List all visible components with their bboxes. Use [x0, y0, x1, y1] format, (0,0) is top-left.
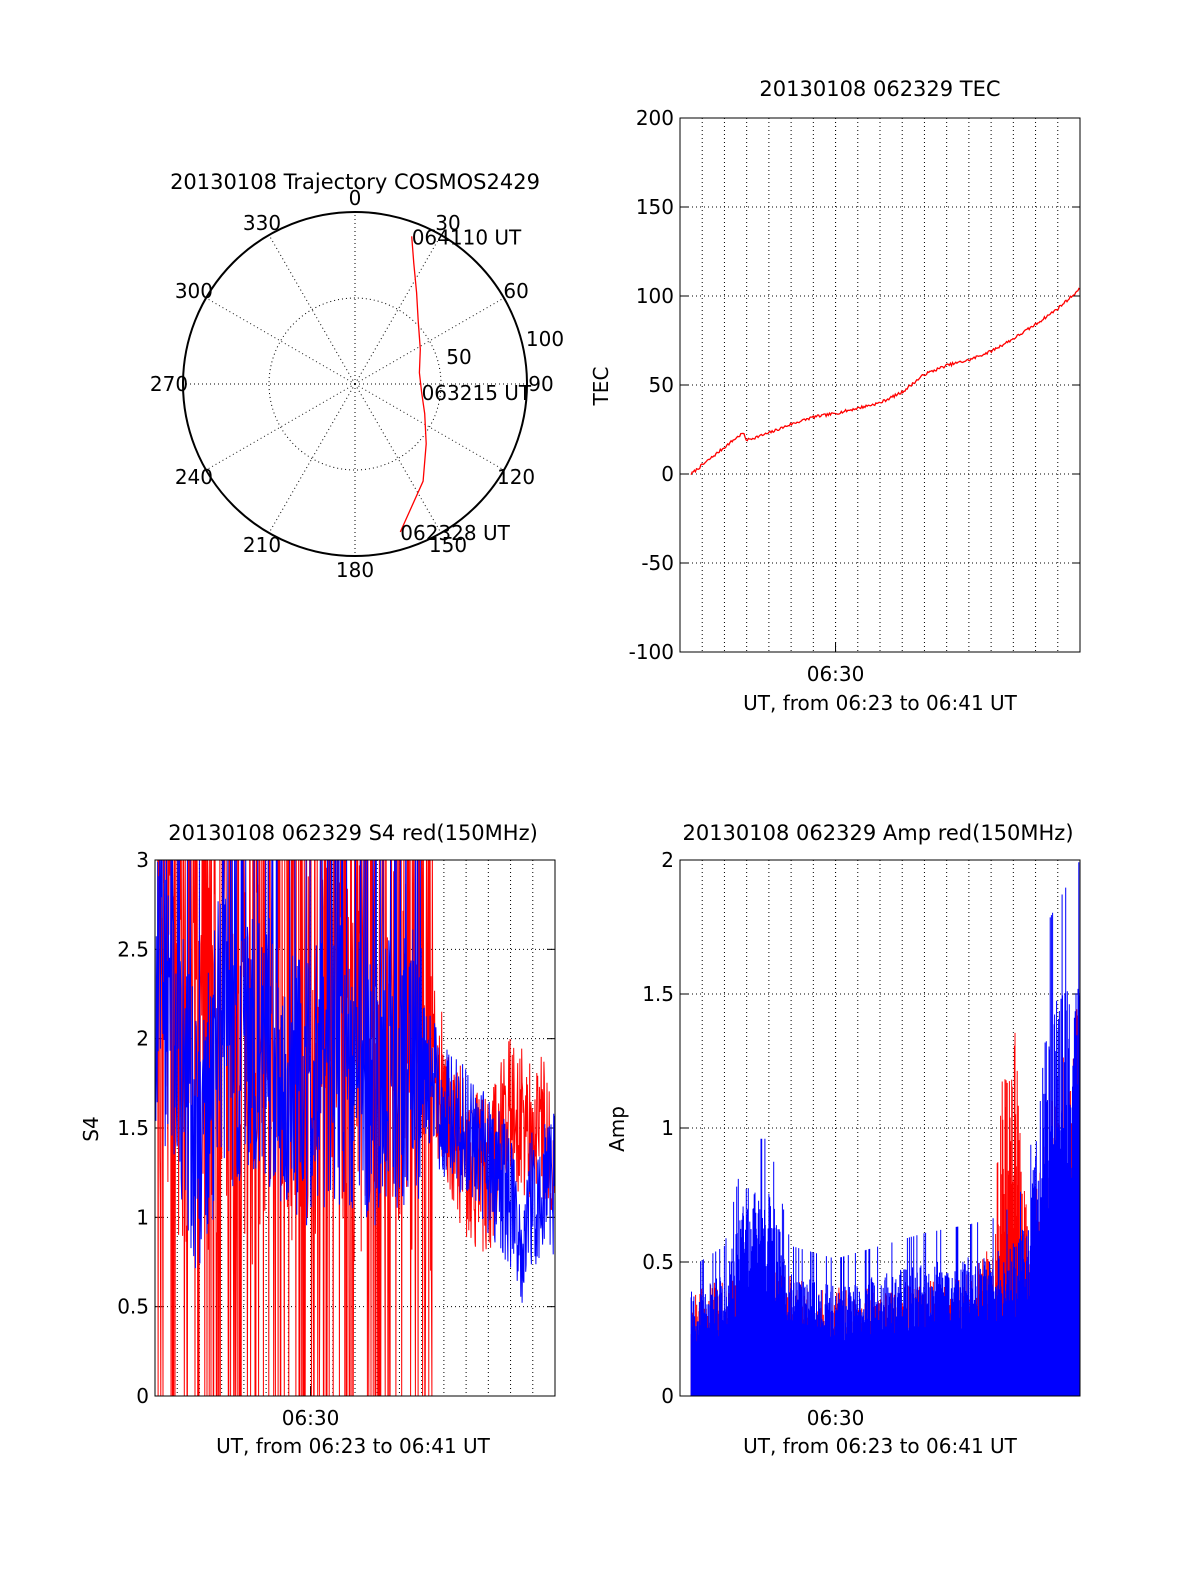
polar-angle-label: 60 — [503, 279, 528, 303]
s4-plot: 0 0.5 1 1.5 2 2.5 3 06:30 — [117, 848, 556, 1430]
plot-traces — [690, 862, 1080, 1396]
tec-title: 20130108 062329 TEC — [759, 77, 1000, 101]
polar-spoke — [354, 234, 442, 385]
y-tick-label: 0 — [661, 1384, 674, 1408]
y-tick-label: 0.5 — [642, 1250, 674, 1274]
polar-spoke — [354, 297, 505, 385]
s4-panel: 20130108 062329 S4 red(150MHz) 0 0.5 1 1.5 2… — [79, 821, 556, 1458]
polar-spoke — [268, 234, 356, 385]
s4-red-series — [157, 860, 555, 1396]
polar-angle-label: 150 — [429, 533, 467, 557]
amp-x-axis-label: UT, from 06:23 to 06:41 UT — [743, 1434, 1018, 1458]
y-tick-label: 3 — [136, 848, 149, 872]
x-tick-label: 06:30 — [282, 1406, 340, 1430]
amp-panel: 20130108 062329 Amp red(150MHz) 0 0.5 1 1.5… — [605, 821, 1081, 1458]
y-tick-label: 2.5 — [117, 937, 149, 961]
tec-line — [690, 287, 1080, 475]
polar-radial-label: 100 — [526, 327, 564, 351]
y-tick-label: 0.5 — [117, 1295, 149, 1319]
polar-angle-label: 180 — [336, 558, 374, 582]
s4-blue-series — [155, 860, 555, 1303]
polar-angle-label: 300 — [175, 279, 213, 303]
plot-traces — [155, 860, 555, 1396]
amp-plot: 0 0.5 1 1.5 2 06:30 — [642, 848, 1081, 1430]
polar-spoke — [205, 383, 356, 471]
y-tick-label: -50 — [641, 551, 674, 575]
plot-frame — [679, 859, 1081, 1397]
polar-angle-label: 330 — [243, 211, 281, 235]
y-tick-label: 2 — [136, 1027, 149, 1051]
trajectory-time-annotation: 064110 UT — [412, 225, 522, 249]
y-tick-label: 2 — [661, 848, 674, 872]
y-tick-label: 200 — [636, 106, 674, 130]
polar-angle-label: 90 — [528, 372, 553, 396]
y-tick-label: 50 — [649, 373, 674, 397]
y-tick-label: 1 — [136, 1205, 149, 1229]
polar-angle-label: 120 — [497, 465, 535, 489]
tec-x-axis-label: UT, from 06:23 to 06:41 UT — [743, 691, 1018, 715]
polar-angle-label: 30 — [435, 211, 460, 235]
polar-inner-ring — [268, 297, 442, 471]
polar-spoke — [354, 383, 505, 471]
y-tick-label: 100 — [636, 284, 674, 308]
plot-frame — [679, 117, 1081, 653]
y-tick-label: 1.5 — [642, 982, 674, 1006]
trajectory-panel: 20130108 Trajectory COSMOS2429 0 30 60 90 12… — [150, 170, 564, 582]
trajectory-plot: 0 30 60 90 120 150 180 210 240 270 300 330 50 100 0641… — [150, 186, 564, 582]
polar-angle-label: 240 — [175, 465, 213, 489]
polar-spoke — [205, 297, 356, 385]
plot-frame — [154, 859, 556, 1397]
y-tick-label: 150 — [636, 195, 674, 219]
y-tick-label: 1.5 — [117, 1116, 149, 1140]
trajectory-time-annotation: 062328 UT — [400, 521, 510, 545]
amp-title: 20130108 062329 Amp red(150MHz) — [682, 821, 1073, 845]
polar-angle-label: 210 — [243, 533, 281, 557]
polar-spoke — [354, 383, 442, 534]
y-tick-label: -100 — [629, 640, 674, 664]
tec-y-axis-label: TEC — [589, 367, 613, 407]
amp-blue-series — [690, 862, 1080, 1396]
s4-y-axis-label: S4 — [79, 1116, 103, 1141]
trajectory-title: 20130108 Trajectory COSMOS2429 — [170, 170, 540, 194]
x-tick-label: 06:30 — [807, 1406, 865, 1430]
x-tick-label: 06:30 — [807, 662, 865, 686]
y-tick-label: 1 — [661, 1116, 674, 1140]
polar-angle-label: 270 — [150, 372, 188, 396]
tec-panel: 20130108 062329 TEC -100 -50 0 50 100 150 200 0… — [589, 77, 1081, 715]
y-tick-label: 0 — [136, 1384, 149, 1408]
y-tick-label: 0 — [661, 462, 674, 486]
polar-spoke — [268, 383, 356, 534]
polar-outer-ring — [182, 211, 528, 557]
s4-title: 20130108 062329 S4 red(150MHz) — [168, 821, 538, 845]
plot-traces — [690, 287, 1080, 475]
trajectory-time-annotation: 063215 UT — [422, 381, 532, 405]
trajectory-line — [399, 236, 427, 533]
amp-y-axis-label: Amp — [605, 1106, 629, 1152]
polar-angle-label: 0 — [349, 186, 362, 210]
tec-plot: -100 -50 0 50 100 150 200 06:30 — [629, 106, 1081, 686]
polar-radial-label: 50 — [446, 345, 471, 369]
s4-x-axis-label: UT, from 06:23 to 06:41 UT — [216, 1434, 491, 1458]
